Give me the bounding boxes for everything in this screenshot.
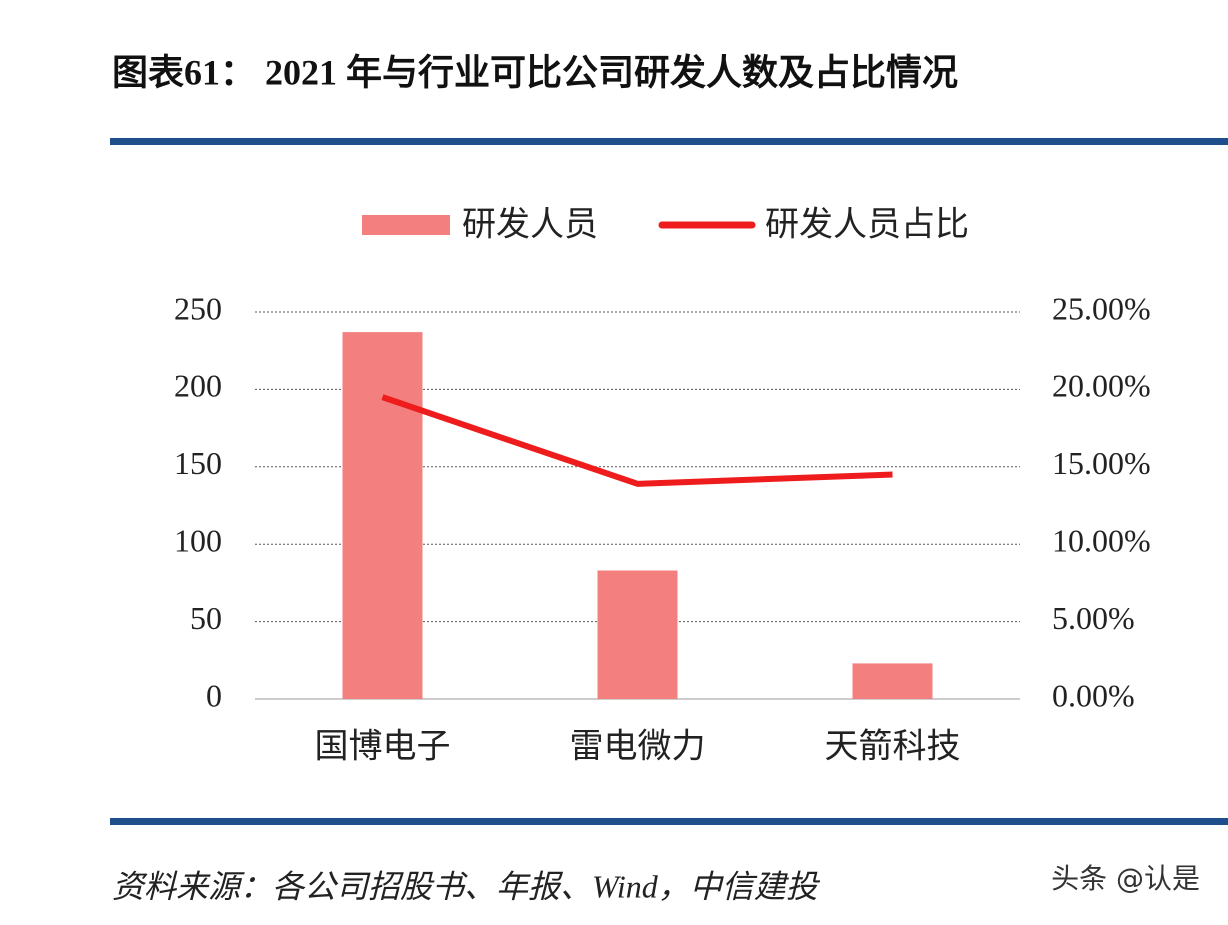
y2-tick-label: 25.00% [1052,290,1151,326]
y2-tick-label: 5.00% [1052,600,1135,636]
y2-tick-label: 10.00% [1052,523,1151,559]
y-tick-label: 250 [174,290,222,326]
line [381,394,893,487]
watermark: 头条 @认是 [1051,862,1200,895]
x-tick-label: 雷电微力 [570,727,706,767]
y2-tick-label: 20.00% [1052,368,1151,404]
bar [597,570,678,699]
legend-swatch [362,215,450,235]
top-rule [110,138,1228,145]
y2-tick-label: 15.00% [1052,445,1151,481]
y-tick-label: 150 [174,445,222,481]
x-tick-label: 国博电子 [315,727,451,767]
bar [342,332,423,699]
y-tick-label: 100 [174,523,222,559]
y-tick-label: 0 [206,677,222,713]
y2-tick-label: 0.00% [1052,677,1135,713]
legend-label: 研发人员占比 [765,205,969,245]
y-tick-label: 50 [190,600,222,636]
bottom-rule [110,818,1228,825]
x-tick-label: 天箭科技 [825,727,961,767]
source-note: 资料来源：各公司招股书、年报、Wind，中信建投 [112,868,821,904]
bar [852,663,933,699]
y-tick-label: 200 [174,368,222,404]
chart-title: 图表61： 2021 年与行业可比公司研发人数及占比情况 [112,52,958,92]
legend-label: 研发人员 [462,205,598,245]
